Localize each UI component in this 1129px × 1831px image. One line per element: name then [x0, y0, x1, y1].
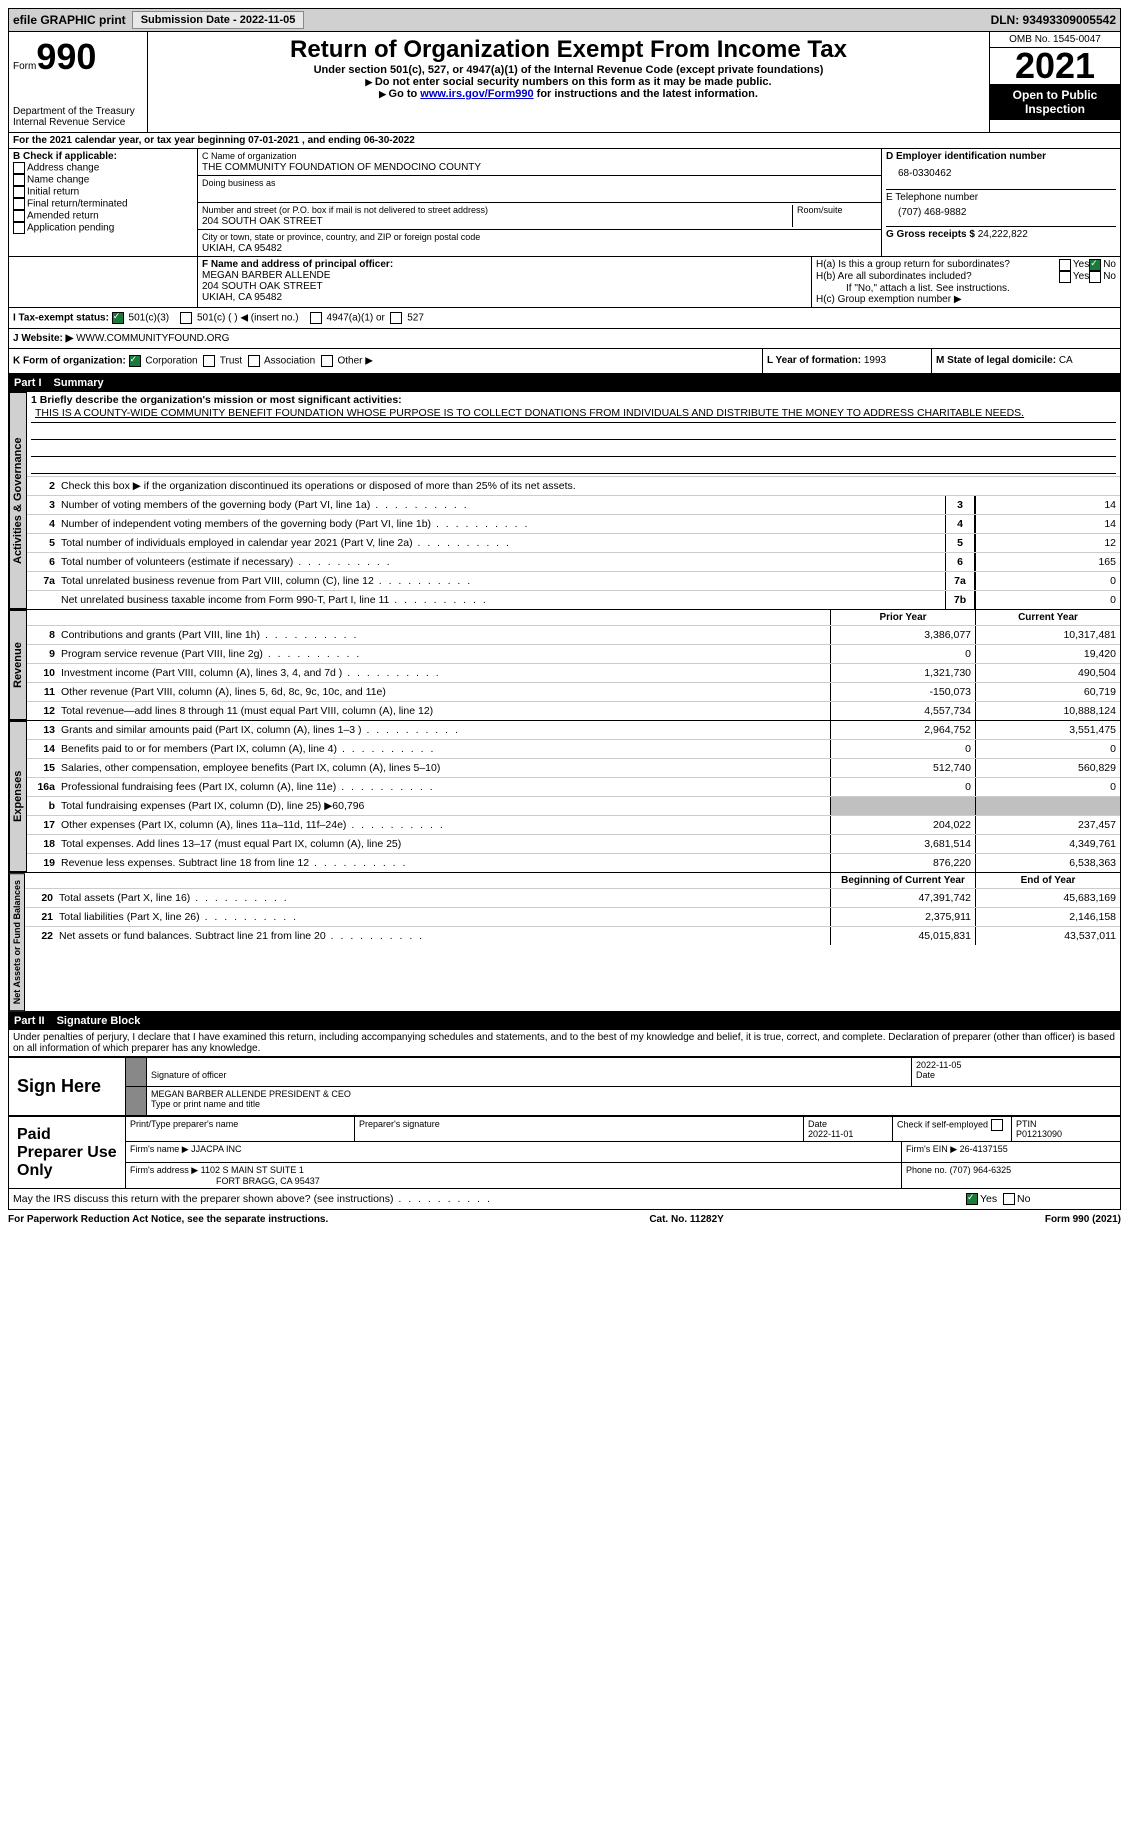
ha-no-checkbox[interactable] [1089, 259, 1101, 271]
website-value: WWW.COMMUNITYFOUND.ORG [76, 333, 229, 344]
line3-value: 14 [975, 496, 1120, 514]
name-change-checkbox[interactable] [13, 174, 25, 186]
assoc-checkbox[interactable] [248, 355, 260, 367]
box-c: C Name of organizationTHE COMMUNITY FOUN… [198, 149, 881, 256]
box-d-e-g: D Employer identification number 68-0330… [881, 149, 1120, 256]
firm-phone: (707) 964-6325 [950, 1165, 1012, 1175]
part1-header: Part I Summary [8, 374, 1121, 392]
website-row: J Website: ▶ WWW.COMMUNITYFOUND.ORG [8, 329, 1121, 349]
form-org-row: K Form of organization: Corporation Trus… [8, 349, 1121, 374]
open-inspection: Open to Public Inspection [990, 84, 1120, 120]
discuss-no-checkbox[interactable] [1003, 1193, 1015, 1205]
efile-label[interactable]: efile GRAPHIC print [9, 13, 130, 27]
501c-checkbox[interactable] [180, 312, 192, 324]
period-text: For the 2021 calendar year, or tax year … [9, 133, 1120, 148]
501c3-checkbox[interactable] [112, 312, 124, 324]
sig-arrow-icon [126, 1087, 147, 1115]
officer-sig-name: MEGAN BARBER ALLENDE PRESIDENT & CEO [151, 1089, 351, 1099]
sign-date: 2022-11-05 [916, 1060, 961, 1070]
ha-yes-checkbox[interactable] [1059, 259, 1071, 271]
prior-year-header: Prior Year [830, 610, 975, 625]
org-name: THE COMMUNITY FOUNDATION OF MENDOCINO CO… [202, 162, 481, 173]
mission-text: THIS IS A COUNTY-WIDE COMMUNITY BENEFIT … [31, 406, 1116, 423]
hb-yes-checkbox[interactable] [1059, 271, 1071, 283]
netassets-side-label: Net Assets or Fund Balances [9, 873, 25, 1011]
hb-no-checkbox[interactable] [1089, 271, 1101, 283]
line7a-value: 0 [975, 572, 1120, 590]
netassets-section: Net Assets or Fund Balances Beginning of… [8, 873, 1121, 1012]
officer-name: MEGAN BARBER ALLENDE [202, 270, 807, 281]
state-domicile: CA [1059, 355, 1073, 366]
governance-section: Activities & Governance 1 Briefly descri… [8, 392, 1121, 610]
line4-value: 14 [975, 515, 1120, 533]
other-checkbox[interactable] [321, 355, 333, 367]
gross-receipts: 24,222,822 [978, 229, 1028, 240]
part2-header: Part II Signature Block [8, 1012, 1121, 1030]
revenue-section: Revenue Prior YearCurrent Year 8Contribu… [8, 610, 1121, 721]
corp-checkbox[interactable] [129, 355, 141, 367]
firm-ein: 26-4137155 [960, 1144, 1008, 1154]
submission-date-button[interactable]: Submission Date - 2022-11-05 [132, 11, 305, 29]
expenses-section: Expenses 13Grants and similar amounts pa… [8, 721, 1121, 873]
entity-block: B Check if applicable: Address change Na… [8, 149, 1121, 256]
period-row: For the 2021 calendar year, or tax year … [8, 133, 1121, 149]
box-f: F Name and address of principal officer:… [198, 256, 811, 307]
subtitle-3: Go to www.irs.gov/Form990 for instructio… [152, 88, 985, 100]
tax-year: 2021 [990, 48, 1120, 84]
org-address: 204 SOUTH OAK STREET [202, 216, 323, 227]
line5-value: 12 [975, 534, 1120, 552]
form-number: 990 [36, 36, 96, 77]
perjury-text: Under penalties of perjury, I declare th… [8, 1030, 1121, 1057]
subtitle-2: Do not enter social security numbers on … [152, 76, 985, 88]
form-header: Form990 Department of the Treasury Inter… [8, 32, 1121, 133]
status-row: I Tax-exempt status: 501(c)(3) 501(c) ( … [8, 307, 1121, 329]
phone-value: (707) 468-9882 [886, 203, 1116, 226]
amended-checkbox[interactable] [13, 210, 25, 222]
pending-checkbox[interactable] [13, 222, 25, 234]
box-b: B Check if applicable: Address change Na… [9, 149, 198, 256]
officer-row: F Name and address of principal officer:… [8, 256, 1121, 307]
governance-side-label: Activities & Governance [9, 392, 27, 609]
527-checkbox[interactable] [390, 312, 402, 324]
self-employed-checkbox[interactable] [991, 1119, 1003, 1131]
sig-arrow-icon [126, 1058, 147, 1086]
revenue-side-label: Revenue [9, 610, 27, 720]
top-toolbar: efile GRAPHIC print Submission Date - 20… [8, 8, 1121, 32]
subtitle-1: Under section 501(c), 527, or 4947(a)(1)… [152, 64, 985, 76]
prep-date: 2022-11-01 [808, 1129, 853, 1139]
current-year-header: Current Year [975, 610, 1120, 625]
box-h: H(a) Is this a group return for subordin… [811, 256, 1120, 307]
org-city: UKIAH, CA 95482 [202, 243, 282, 254]
addr-change-checkbox[interactable] [13, 162, 25, 174]
initial-return-checkbox[interactable] [13, 186, 25, 198]
firm-name: JJACPA INC [191, 1144, 241, 1154]
discuss-row: May the IRS discuss this return with the… [8, 1189, 1121, 1210]
form-title: Return of Organization Exempt From Incom… [152, 36, 985, 64]
year-formation: 1993 [864, 355, 886, 366]
form-word: Form [13, 61, 36, 72]
expenses-side-label: Expenses [9, 721, 27, 872]
line6-value: 165 [975, 553, 1120, 571]
irs-link[interactable]: www.irs.gov/Form990 [420, 88, 533, 100]
ein-value: 68-0330462 [886, 162, 1116, 189]
final-return-checkbox[interactable] [13, 198, 25, 210]
ptin-value: P01213090 [1016, 1129, 1062, 1139]
paid-preparer-block: Paid Preparer Use Only Print/Type prepar… [8, 1116, 1121, 1189]
trust-checkbox[interactable] [203, 355, 215, 367]
4947-checkbox[interactable] [310, 312, 322, 324]
line7b-value: 0 [975, 591, 1120, 609]
dln-label: DLN: 93493309005542 [987, 13, 1120, 27]
dept-label: Department of the Treasury Internal Reve… [13, 106, 143, 128]
sign-here-block: Sign Here Signature of officer 2022-11-0… [8, 1057, 1121, 1116]
discuss-yes-checkbox[interactable] [966, 1193, 978, 1205]
page-footer: For Paperwork Reduction Act Notice, see … [8, 1210, 1121, 1225]
